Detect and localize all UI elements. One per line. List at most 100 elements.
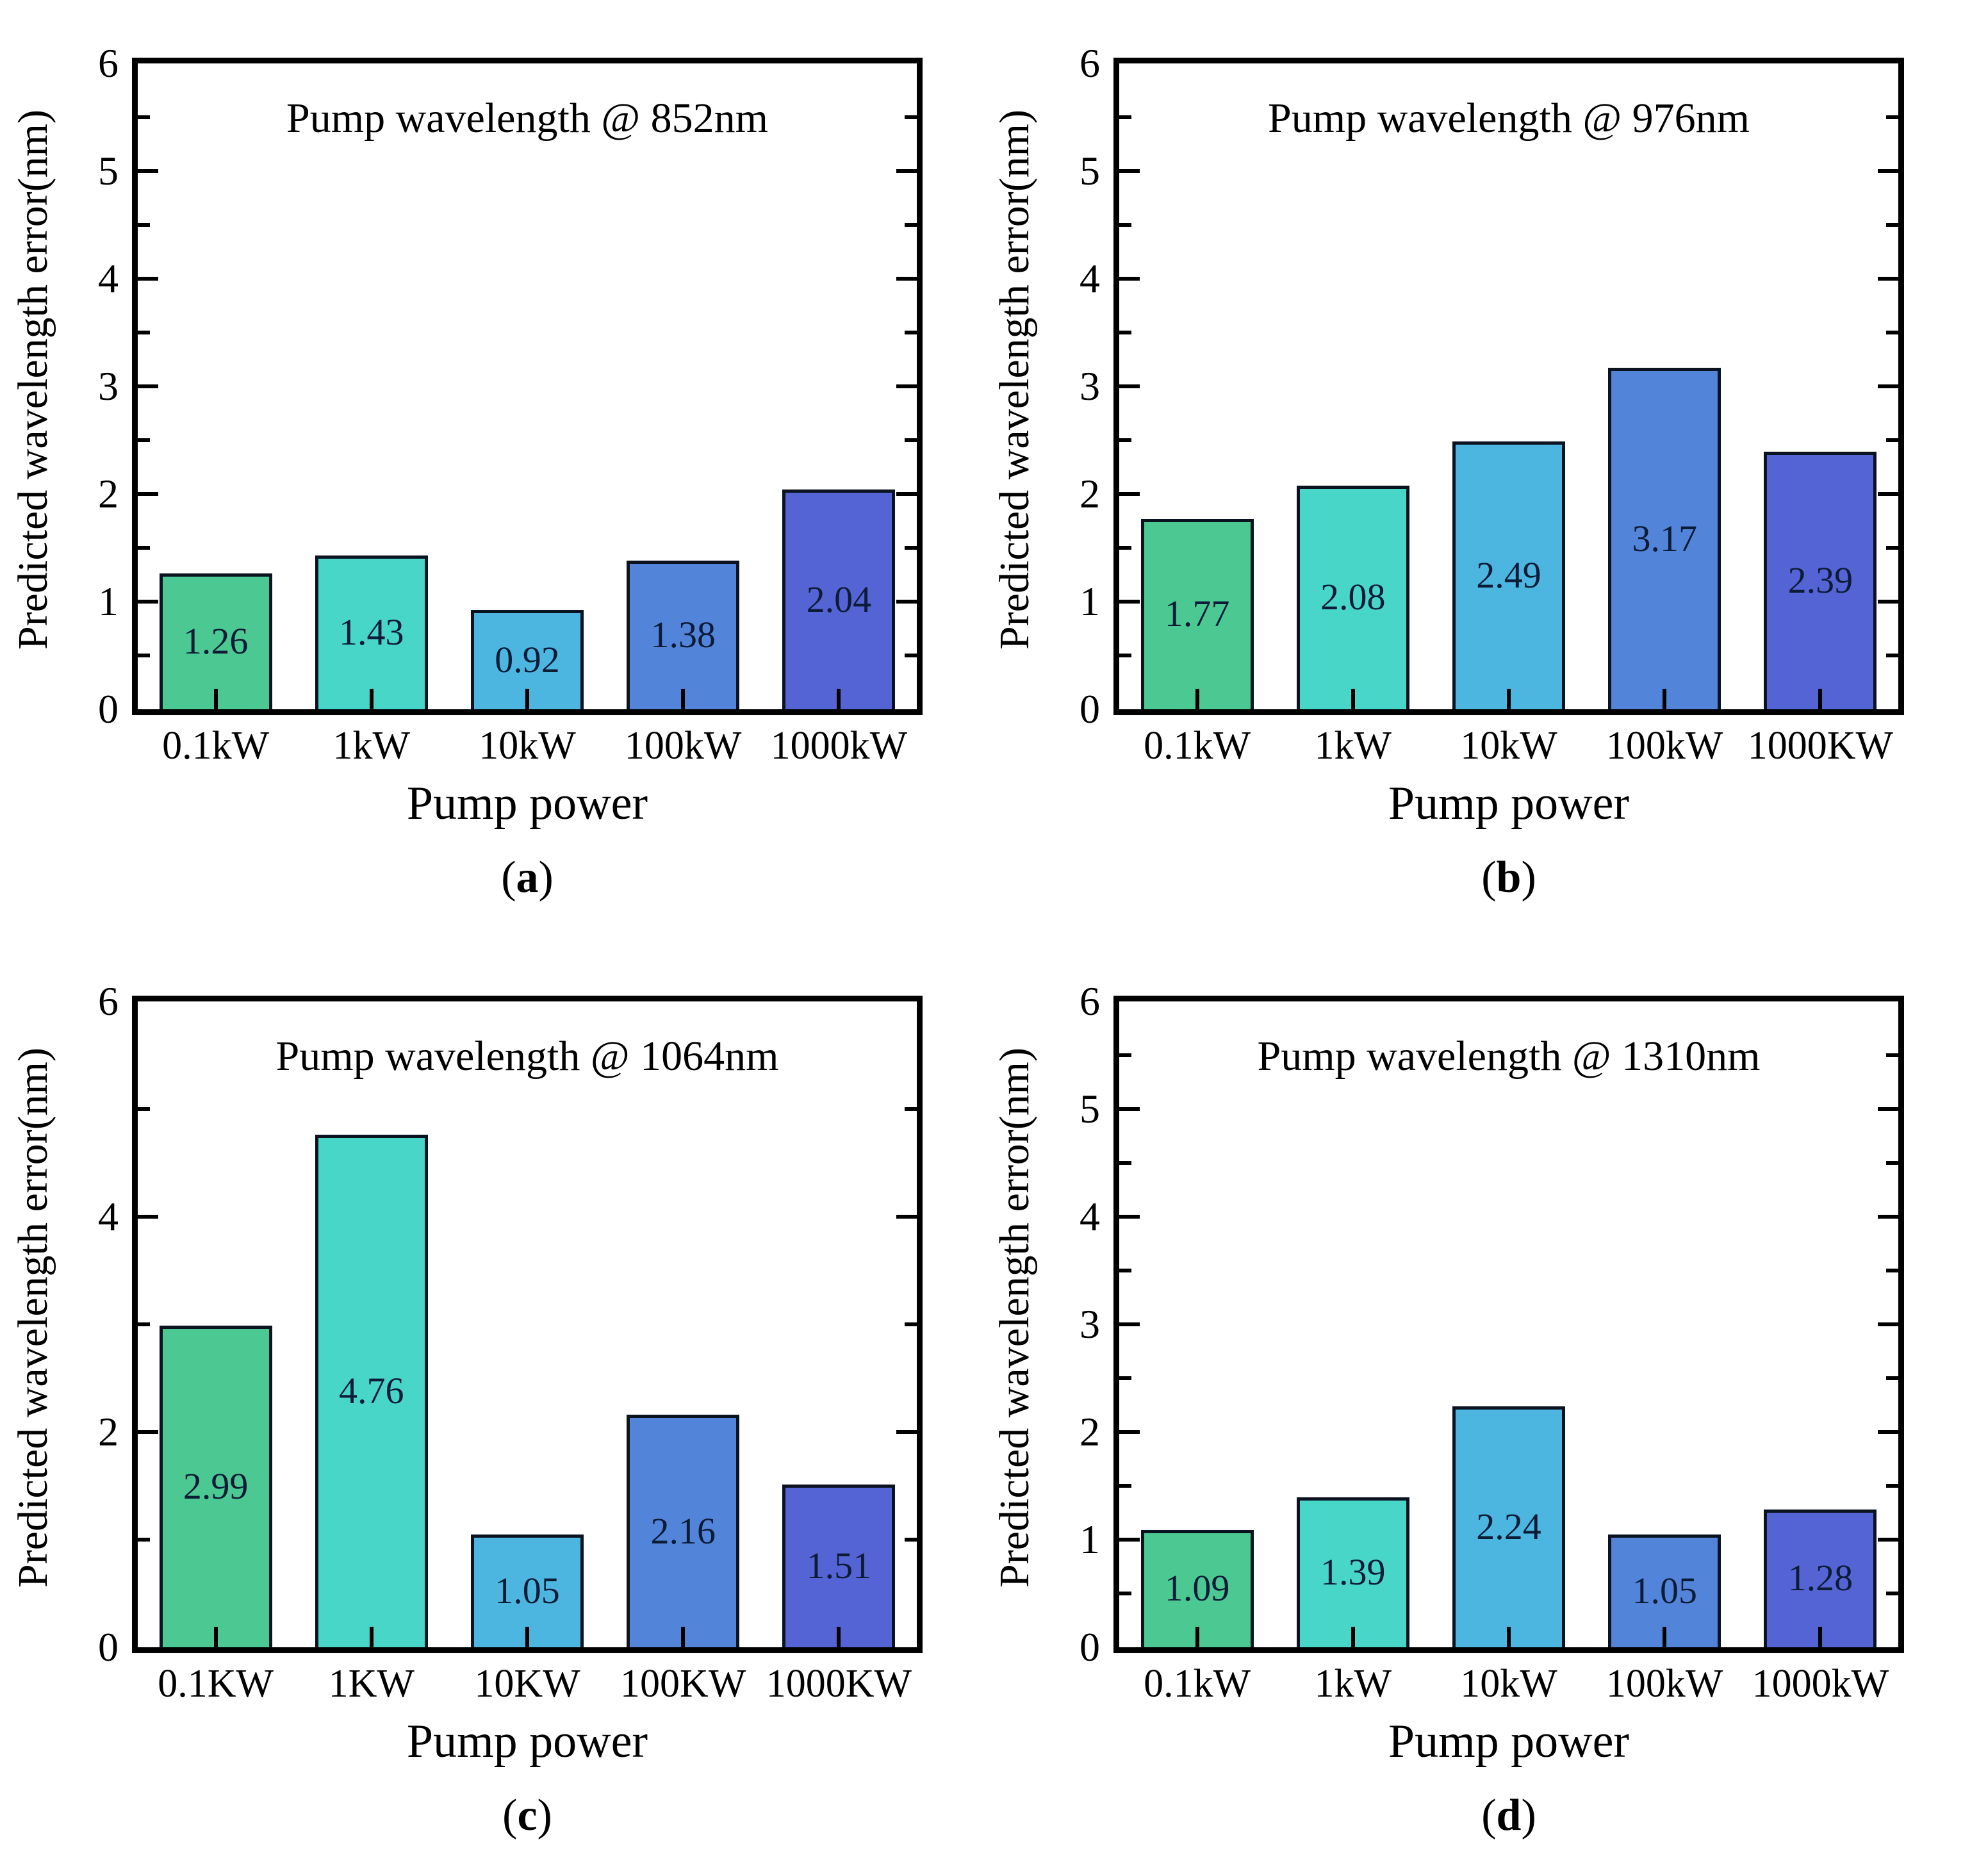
- bar-1KW: 4.76: [315, 1135, 428, 1647]
- y-tick-minor: [1119, 546, 1131, 550]
- y-tick-minor: [1886, 654, 1898, 657]
- y-tick-major: [1119, 169, 1140, 173]
- y-tick-minor: [1119, 1161, 1131, 1165]
- panel-label: (d): [1481, 1790, 1536, 1841]
- y-tick-minor: [1886, 1161, 1898, 1165]
- panel-label-close: ): [537, 1791, 552, 1840]
- y-tick-major: [138, 600, 158, 604]
- y-tick-minor: [1886, 1592, 1898, 1595]
- x-tick: [837, 689, 841, 709]
- y-tick-major: [896, 169, 917, 173]
- x-category-label: 100KW: [620, 1662, 746, 1706]
- y-tick-label: 5: [1080, 1086, 1100, 1131]
- panel-label: (c): [502, 1790, 552, 1841]
- plot-area: Pump wavelength @ 852nm 0 1 2 3 4 5 6 1.26 0.1kW…: [98, 43, 923, 766]
- y-tick-minor: [1119, 1376, 1131, 1380]
- y-tick-label: 0: [1080, 686, 1100, 732]
- bar-value-label: 1.43: [339, 611, 404, 653]
- chart-title: Pump wavelength @ 976nm: [1268, 95, 1750, 142]
- y-tick-major: [1119, 1107, 1140, 1111]
- x-tick: [369, 689, 374, 709]
- x-tick: [1818, 689, 1823, 709]
- y-tick-major: [1878, 1538, 1898, 1542]
- y-tick-minor: [1886, 438, 1898, 442]
- x-tick: [1507, 1627, 1511, 1647]
- y-tick-label: 2: [98, 471, 119, 516]
- x-tick: [525, 689, 529, 709]
- panel-d: Predicted wavelength error(nm) Pump wave…: [982, 938, 1963, 1876]
- y-tick-minor: [1119, 1269, 1131, 1272]
- y-tick-minor: [138, 331, 150, 334]
- y-tick-minor: [905, 331, 917, 334]
- y-tick-label: 6: [98, 978, 119, 1024]
- x-category-label: 10KW: [474, 1662, 580, 1706]
- bar-10kW: 2.24: [1452, 1406, 1565, 1647]
- bar-100KW: 2.16: [627, 1415, 740, 1647]
- y-tick-major: [138, 169, 158, 173]
- y-tick-major: [138, 1430, 158, 1434]
- y-tick-minor: [138, 1322, 150, 1326]
- bar-value-label: 4.76: [339, 1370, 404, 1412]
- y-tick-minor: [138, 654, 150, 657]
- y-tick-minor: [905, 654, 917, 657]
- bar-100kW: 3.17: [1608, 368, 1721, 709]
- panel-label-open: (: [502, 1791, 518, 1840]
- y-tick-major: [1878, 277, 1898, 281]
- panel-c: Predicted wavelength error(nm) Pump wave…: [0, 938, 982, 1876]
- bar-100kW: 1.38: [627, 561, 740, 709]
- x-category-label: 0.1kW: [162, 724, 270, 768]
- bar-value-label: 2.08: [1320, 576, 1386, 618]
- y-tick-major: [1878, 169, 1898, 173]
- bar-value-label: 1.09: [1164, 1567, 1230, 1609]
- y-axis-title: Predicted wavelength error(nm): [991, 1048, 1038, 1588]
- y-tick-major: [1119, 1322, 1140, 1326]
- y-tick-major: [1119, 1215, 1140, 1219]
- y-tick-major: [138, 1215, 158, 1219]
- y-tick-minor: [1886, 115, 1898, 119]
- y-tick-major: [1119, 1538, 1140, 1542]
- y-tick-label: 3: [1080, 363, 1100, 409]
- y-tick-major: [1878, 1215, 1898, 1219]
- x-category-label: 100kW: [1606, 1662, 1723, 1706]
- y-tick-major: [1878, 1107, 1898, 1111]
- y-tick-label: 1: [98, 579, 119, 624]
- y-tick-minor: [138, 223, 150, 227]
- x-category-label: 1000KW: [766, 1662, 912, 1706]
- bar-value-label: 1.26: [183, 620, 249, 662]
- bar-1000KW: 1.51: [782, 1485, 896, 1647]
- y-tick-major: [1119, 277, 1140, 281]
- y-tick-label: 2: [98, 1409, 119, 1454]
- y-tick-label: 6: [1080, 978, 1100, 1024]
- y-tick-label: 0: [98, 1624, 119, 1670]
- panel-label-letter: c: [517, 1791, 538, 1840]
- x-tick: [213, 689, 218, 709]
- y-tick-minor: [1119, 223, 1131, 227]
- x-tick: [1663, 1627, 1667, 1647]
- bar-value-label: 1.51: [806, 1545, 872, 1587]
- y-tick-label: 2: [1080, 1409, 1100, 1454]
- y-tick-minor: [138, 115, 150, 119]
- bar-value-label: 3.17: [1632, 517, 1697, 559]
- y-tick-minor: [905, 1322, 917, 1326]
- bar-value-label: 1.05: [1632, 1569, 1697, 1611]
- x-category-label: 1000kW: [1752, 1662, 1889, 1706]
- panel-label-open: (: [1481, 853, 1497, 902]
- bar-1000kW: 2.04: [782, 490, 896, 709]
- y-tick-minor: [1119, 331, 1131, 334]
- x-category-label: 1kW: [1314, 1662, 1392, 1706]
- x-category-label: 1000KW: [1747, 724, 1894, 768]
- y-tick-label: 1: [1080, 579, 1100, 624]
- x-tick: [369, 1627, 374, 1647]
- y-tick-label: 6: [98, 40, 119, 86]
- y-tick-major: [1119, 600, 1140, 604]
- x-tick: [525, 1627, 529, 1647]
- x-axis-title: Pump power: [1388, 777, 1630, 830]
- bar-1kW: 1.43: [315, 555, 428, 709]
- bar-0.1kW: 1.77: [1140, 518, 1254, 709]
- y-tick-minor: [1119, 1592, 1131, 1595]
- x-category-label: 1KW: [328, 1662, 415, 1706]
- x-tick: [1351, 1627, 1355, 1647]
- panel-a: Predicted wavelength error(nm) Pump wave…: [0, 0, 982, 938]
- x-category-label: 0.1kW: [1144, 724, 1251, 768]
